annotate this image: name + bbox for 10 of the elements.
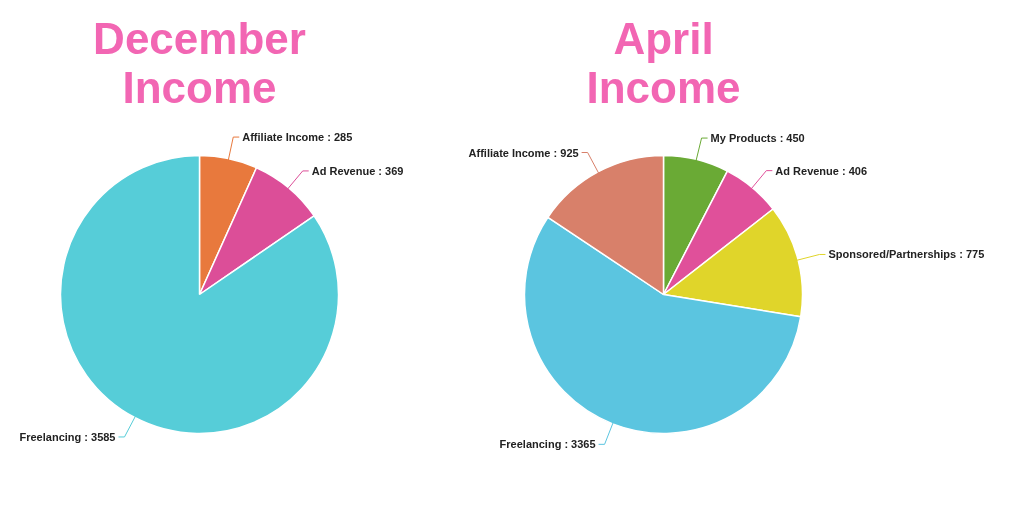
slice-label: My Products : 450 bbox=[710, 132, 805, 145]
slice-label: Affiliate Income : 925 bbox=[468, 146, 579, 159]
chart-title: December Income bbox=[93, 13, 306, 112]
slice-label: Ad Revenue : 369 bbox=[311, 164, 404, 177]
slice-label: Freelancing : 3365 bbox=[499, 438, 596, 451]
chart-title: April Income bbox=[586, 13, 741, 112]
slice-label: Ad Revenue : 406 bbox=[775, 164, 868, 177]
slice-label: Freelancing : 3585 bbox=[19, 430, 116, 443]
slice-label: Sponsored/Partnerships : 775 bbox=[828, 248, 985, 261]
slice-label: Affiliate Income : 285 bbox=[242, 131, 353, 144]
